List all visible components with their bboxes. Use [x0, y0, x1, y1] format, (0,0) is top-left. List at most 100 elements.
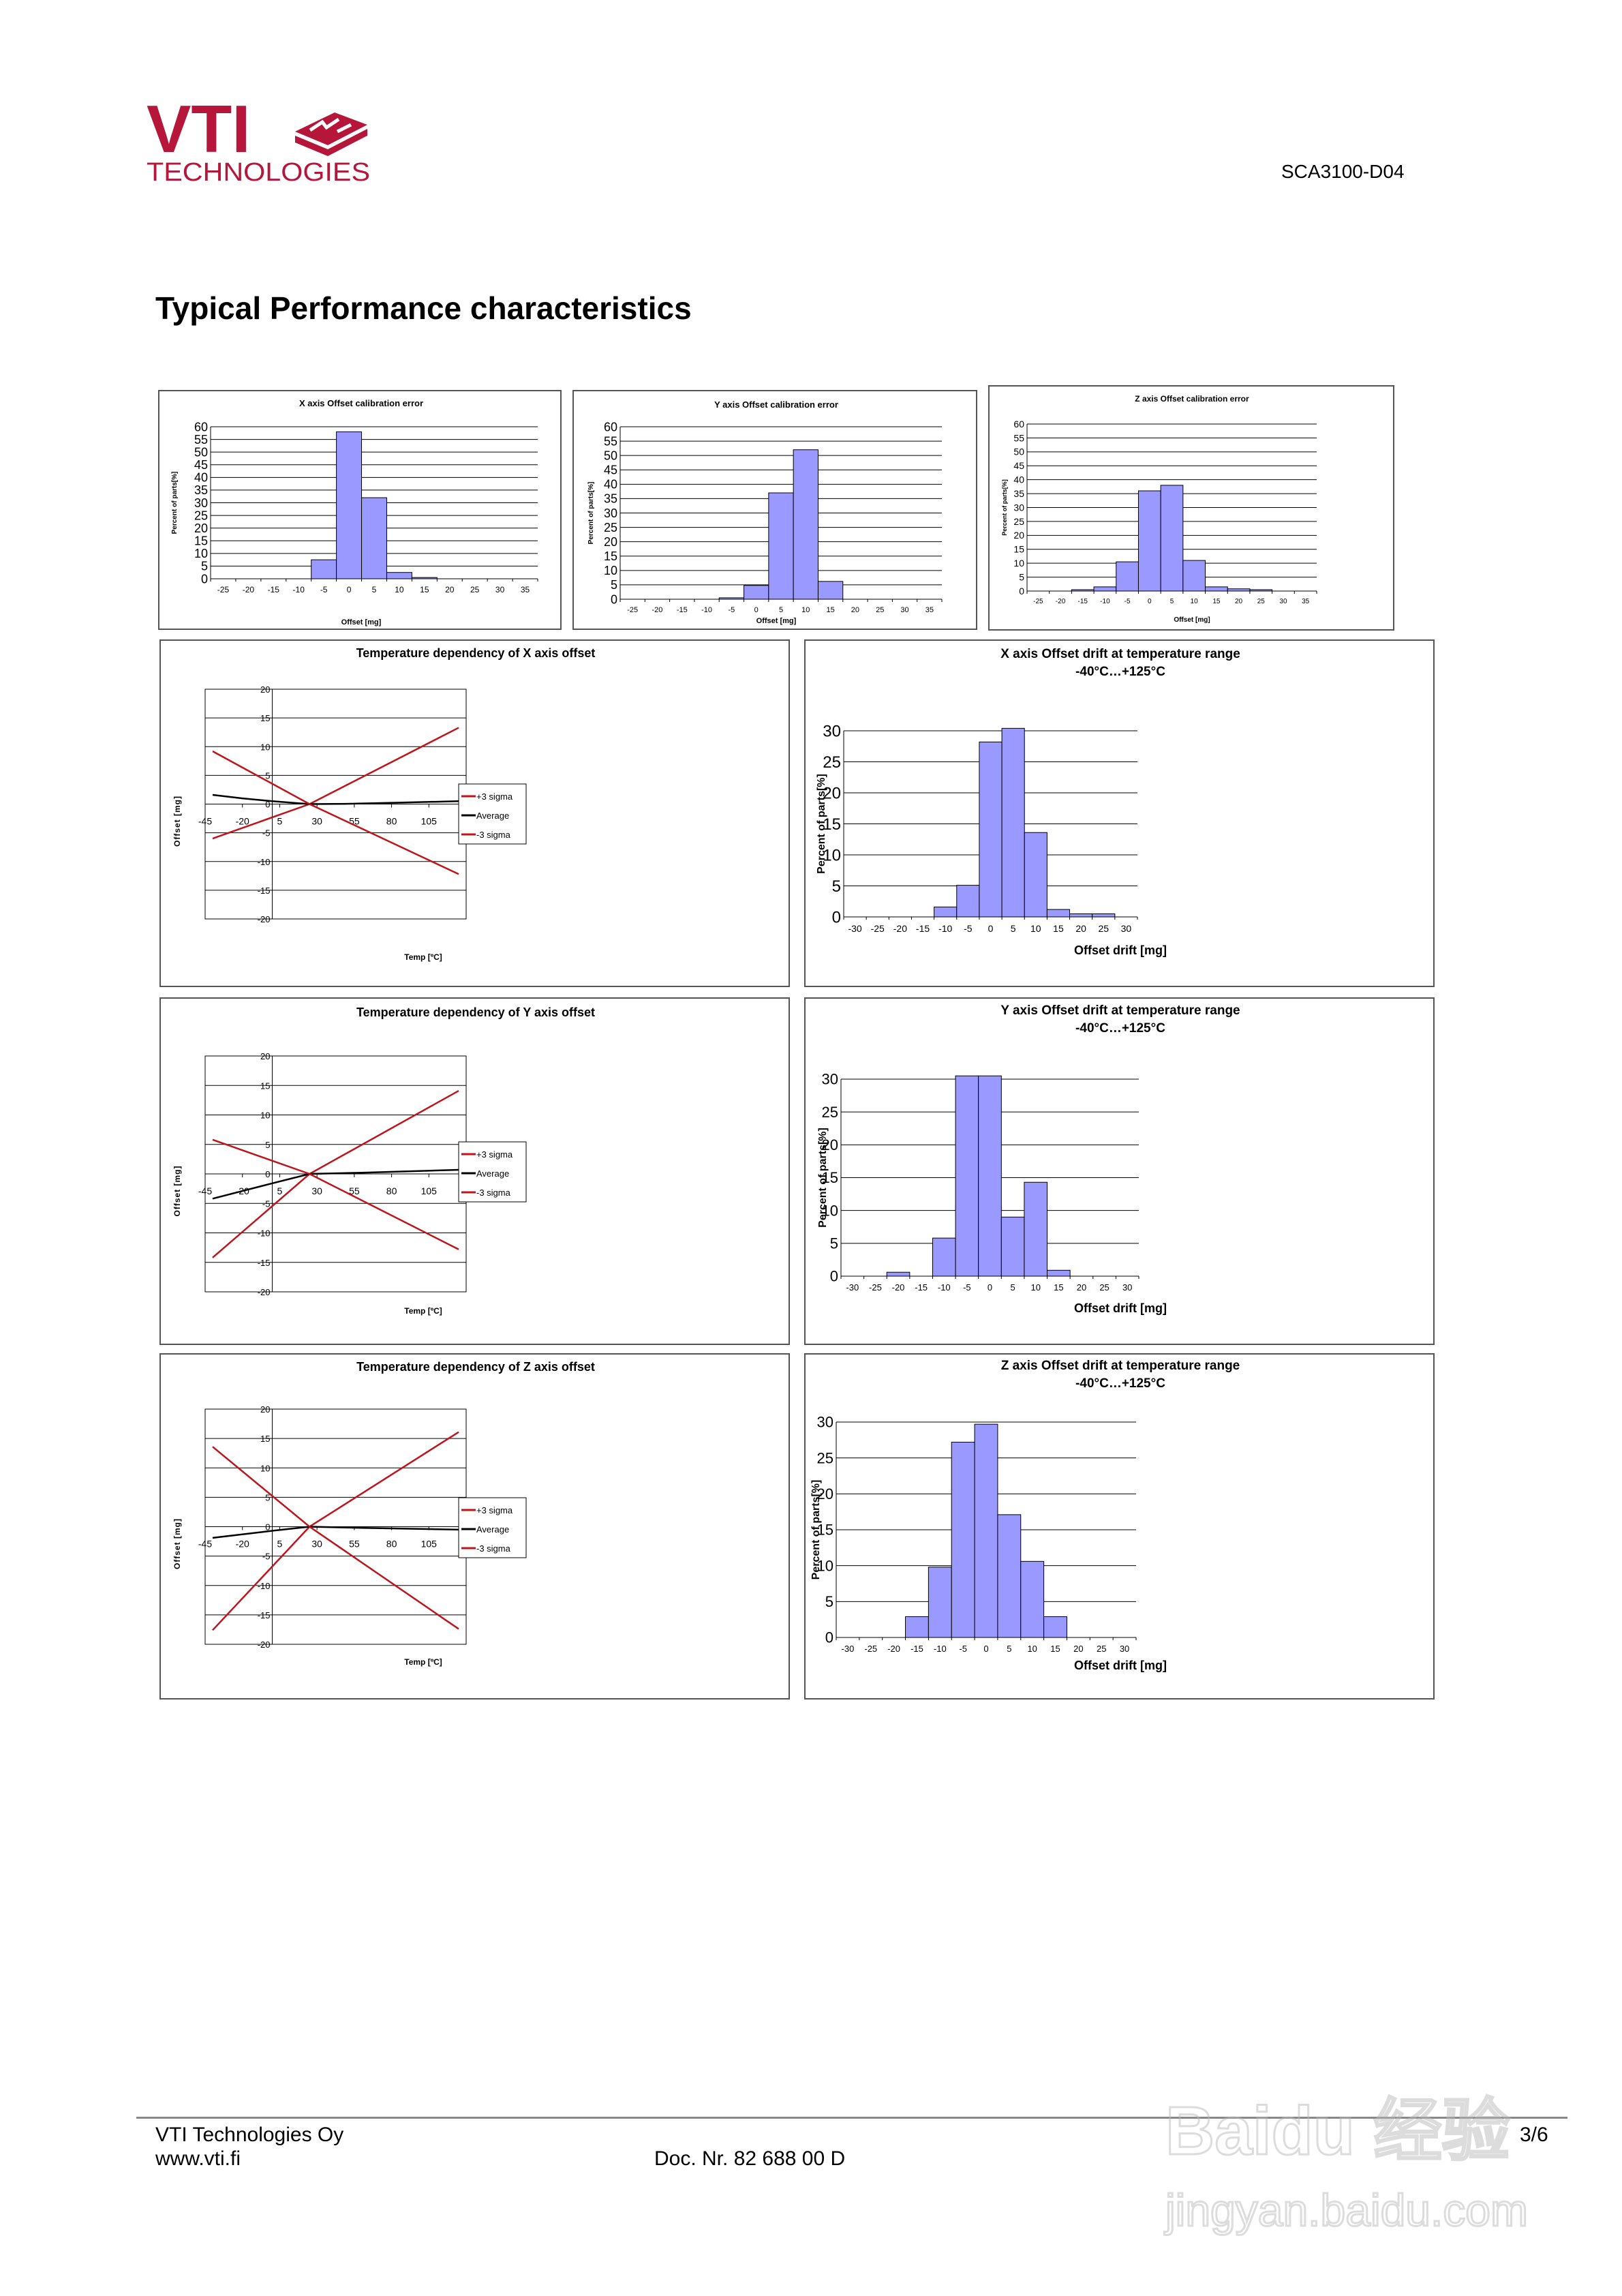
y-axis-label: Percent of parts[%] — [817, 1128, 829, 1228]
x-tick-label: -5 — [963, 1282, 971, 1293]
y-tick-label: 30 — [1013, 502, 1024, 513]
y-tick-label: 5 — [201, 560, 208, 573]
histogram-bar — [386, 572, 412, 579]
y-tick-label: 20 — [194, 522, 208, 535]
x-tick-label: -25 — [217, 585, 230, 594]
x-tick-label: 15 — [1212, 598, 1221, 605]
chart-legend: +3 sigma Average -3 sigma — [458, 1141, 527, 1203]
histogram-bar — [411, 577, 438, 579]
legend-label: Average — [476, 1168, 509, 1179]
y-tick-label: 45 — [604, 464, 617, 477]
y-tick-label: -15 — [258, 1258, 271, 1268]
x-tick-label: -30 — [848, 923, 861, 934]
histogram-bar — [956, 885, 980, 918]
histogram-bar — [1046, 909, 1071, 918]
x-tick-label: -10 — [293, 585, 305, 594]
histogram-bar — [932, 1237, 956, 1277]
y-tick-label: 0 — [825, 1629, 833, 1646]
y-tick-label: 20 — [823, 784, 841, 802]
y-tick-label: 50 — [194, 445, 208, 459]
x-tick-label: -15 — [268, 585, 280, 594]
y-tick-label: 15 — [194, 534, 208, 548]
x-tick-label: 55 — [349, 1539, 360, 1550]
x-tick-label: 5 — [779, 606, 783, 614]
y-tick-label: 35 — [194, 483, 208, 497]
x-tick-label: 30 — [311, 816, 322, 827]
chart-svg: Z axis Offset drift at temperature range… — [810, 1359, 1240, 1672]
y-tick-label: 20 — [260, 684, 270, 695]
chart-title: Temperature dependency of Y axis offset — [356, 1006, 595, 1019]
y-axis-label: Offset [mg] — [172, 1518, 182, 1569]
x-tick-label: 25 — [1098, 923, 1109, 934]
x-tick-label: 20 — [1235, 598, 1243, 605]
y-tick-label: 10 — [823, 846, 841, 864]
histogram-bar — [974, 1423, 998, 1638]
histogram-bar — [1227, 588, 1251, 592]
y-tick-label: 60 — [1013, 419, 1024, 429]
histogram-bar — [793, 449, 818, 600]
y-tick-label: 50 — [1013, 447, 1024, 457]
x-tick-label: 55 — [349, 1185, 360, 1196]
y-tick-label: 0 — [201, 572, 208, 586]
x-tick-label: -15 — [1078, 598, 1088, 605]
x-tick-label: -25 — [627, 606, 638, 614]
y-tick-label: 60 — [604, 420, 617, 434]
x-tick-label: -5 — [959, 1644, 967, 1654]
footer-url[interactable]: www.vti.fi — [155, 2147, 241, 2170]
histogram-bar — [1182, 560, 1206, 592]
series-line-3-sigma — [212, 750, 459, 875]
x-tick-label: 105 — [421, 1539, 438, 1550]
x-tick-label: 105 — [421, 1185, 438, 1196]
chart-x-drift: X axis Offset drift at temperature range… — [804, 639, 1435, 987]
y-tick-label: -10 — [258, 1228, 271, 1239]
legend-label: -3 sigma — [476, 1188, 511, 1198]
x-tick-label: 10 — [801, 606, 810, 614]
histogram-bar — [1092, 913, 1116, 918]
y-tick-label: 5 — [1019, 571, 1024, 582]
x-tick-label: 10 — [395, 585, 404, 594]
y-tick-label: -5 — [262, 1552, 271, 1562]
y-axis-label: Percent of parts[%] — [587, 482, 595, 545]
baidu-watermark: Baidu 经验 jingyan.baidu.com — [1163, 2092, 1529, 2237]
x-tick-label: 30 — [311, 1539, 322, 1550]
chart-z-calibration: Z axis Offset calibration error 0 5 10 15 20 2… — [988, 385, 1394, 631]
histogram-bar — [1020, 1560, 1045, 1638]
chart-x-calibration: X axis Offset calibration error 0 5 10 15 20 2… — [158, 390, 562, 630]
chart-y-temperature: Temperature dependency of Y axis offset -… — [159, 997, 790, 1345]
y-tick-label: 25 — [194, 509, 208, 522]
x-axis-label: Temp [ºC] — [404, 1657, 442, 1667]
chart-legend: +3 sigma Average -3 sigma — [458, 1497, 527, 1558]
series-line-3-sigma — [212, 1138, 459, 1250]
legend-label: -3 sigma — [476, 1543, 511, 1554]
x-tick-label: -45 — [198, 1539, 212, 1550]
chart-title: Y axis Offset calibration error — [714, 399, 838, 410]
y-tick-label: 55 — [194, 433, 208, 447]
legend-label: +3 sigma — [476, 1149, 513, 1160]
legend-label: Average — [476, 1524, 509, 1535]
x-tick-label: -25 — [871, 923, 885, 934]
x-tick-label: 15 — [420, 585, 429, 594]
x-tick-label: 25 — [470, 585, 480, 594]
legend-label: +3 sigma — [476, 1505, 513, 1515]
x-tick-label: 80 — [386, 1185, 397, 1196]
y-tick-label: -15 — [258, 1610, 271, 1620]
x-axis-label: Temp [ºC] — [404, 1306, 442, 1316]
x-tick-label: 20 — [1077, 1282, 1086, 1293]
histogram-bar — [1093, 586, 1117, 592]
histogram-bar — [886, 1271, 911, 1277]
y-tick-label: 40 — [194, 471, 208, 485]
y-tick-label: -5 — [262, 1198, 271, 1209]
x-axis-label: Offset [mg] — [1174, 616, 1210, 624]
x-tick-label: -20 — [893, 923, 907, 934]
histogram-bar — [955, 1075, 979, 1277]
x-tick-label: -45 — [198, 1185, 212, 1196]
chart-z-drift: Z axis Offset drift at temperature range… — [804, 1353, 1435, 1700]
x-tick-label: -5 — [964, 923, 973, 934]
x-tick-label: 10 — [1030, 1282, 1040, 1293]
y-tick-label: 45 — [1013, 460, 1024, 471]
y-tick-label: 45 — [194, 458, 208, 472]
x-tick-label: 80 — [386, 1539, 397, 1550]
chart-title: X axis Offset drift at temperature range — [1000, 647, 1240, 661]
x-tick-label: -5 — [320, 585, 328, 594]
footer-doc-number: Doc. Nr. 82 688 00 D — [654, 2147, 846, 2170]
